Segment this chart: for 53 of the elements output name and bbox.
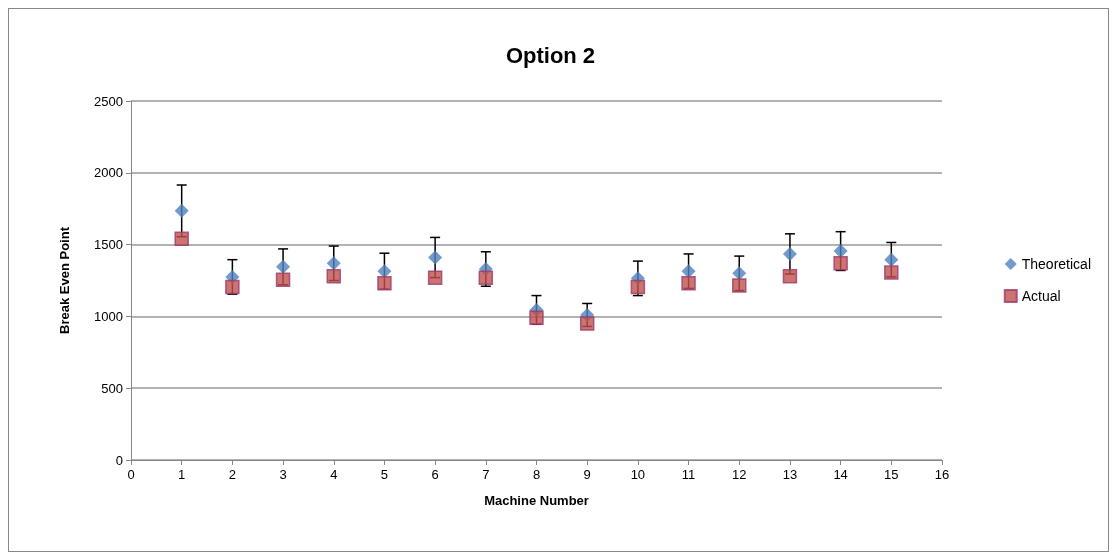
x-tick-label: 15	[884, 467, 899, 482]
point	[681, 264, 696, 279]
x-tick-label: 11	[681, 467, 696, 482]
x-tick-label: 4	[330, 467, 338, 482]
point	[174, 231, 189, 247]
point	[174, 203, 189, 218]
point	[326, 268, 341, 284]
point	[579, 316, 595, 331]
x-tick-label: 13	[782, 467, 798, 482]
point	[529, 310, 544, 326]
point	[884, 252, 899, 267]
point	[833, 244, 848, 259]
point	[630, 279, 646, 295]
x-tick-label: 14	[833, 467, 848, 482]
point	[884, 265, 899, 280]
x-tick-label: 7	[482, 467, 490, 482]
x-tick-label: 2	[228, 467, 236, 482]
point	[681, 276, 696, 291]
point	[427, 270, 443, 285]
y-tick-label: 2000	[94, 165, 123, 181]
point	[478, 270, 494, 285]
x-tick-label: 6	[431, 467, 439, 482]
point	[782, 246, 797, 261]
point	[732, 266, 747, 281]
point	[326, 256, 341, 271]
x-tick-label: 16	[934, 467, 950, 482]
x-tick-label: 5	[380, 467, 389, 482]
point	[276, 259, 291, 274]
y-axis-title: Break Even Point	[57, 226, 72, 334]
point	[732, 278, 747, 293]
point	[275, 272, 291, 288]
y-tick-label: 2500	[94, 93, 123, 109]
legend-label: Theoretical	[1021, 256, 1092, 272]
x-tick-label: 8	[532, 467, 541, 482]
x-axis-title: Machine Number	[484, 493, 589, 508]
x-tick-label: 10	[630, 467, 646, 482]
y-tick-label: 1500	[94, 237, 123, 253]
x-tick-label: 1	[178, 467, 186, 482]
y-tick-label: 1000	[94, 308, 123, 324]
point	[377, 276, 392, 291]
x-tick-label: 12	[732, 467, 747, 482]
x-tick-label: 3	[279, 467, 287, 482]
point	[428, 250, 443, 265]
x-tick-label: 0	[127, 467, 135, 482]
legend-label: Actual	[1021, 288, 1061, 304]
y-tick-label: 0	[115, 452, 123, 468]
point	[782, 268, 798, 284]
point	[833, 256, 848, 271]
y-tick-label: 500	[101, 380, 123, 396]
x-tick-label: 9	[583, 467, 591, 482]
point	[377, 264, 392, 279]
chart-title: Option 2	[505, 42, 596, 68]
point	[225, 279, 240, 295]
